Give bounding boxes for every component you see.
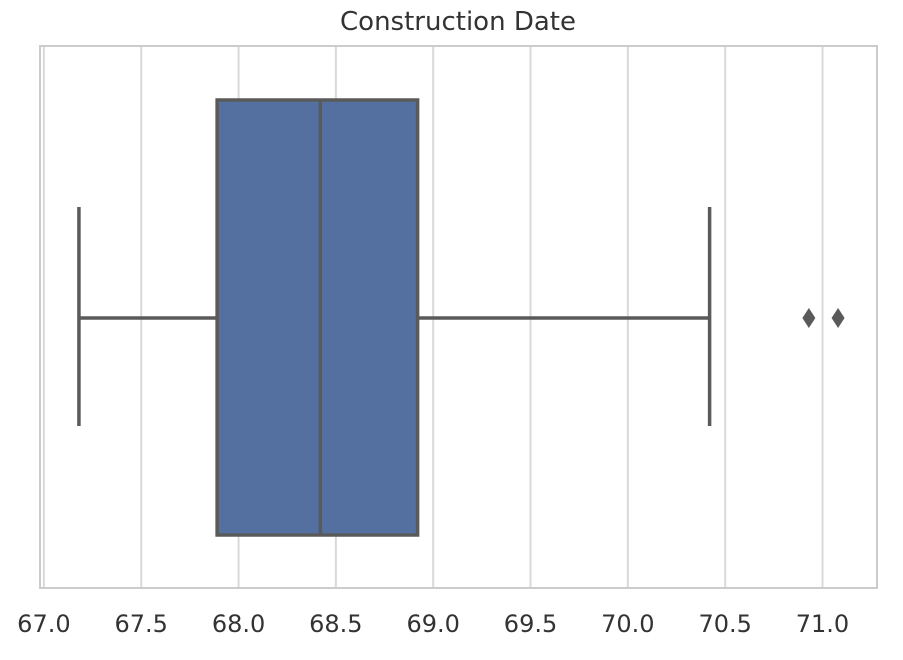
x-tick-label: 68.0 xyxy=(212,610,265,638)
x-tick-label: 68.5 xyxy=(309,610,362,638)
iqr-box xyxy=(215,98,420,537)
box-group xyxy=(77,98,845,537)
outlier-point xyxy=(831,308,845,328)
x-tick-label: 70.5 xyxy=(698,610,751,638)
x-tick-label: 67.5 xyxy=(114,610,167,638)
x-tick-label: 69.0 xyxy=(406,610,459,638)
x-tick-label: 71.0 xyxy=(796,610,849,638)
chart-title: Construction Date xyxy=(340,7,576,37)
outlier-point xyxy=(802,308,816,328)
x-tick-label: 69.5 xyxy=(504,610,557,638)
x-tick-label: 67.0 xyxy=(17,610,70,638)
plot-frame xyxy=(39,45,878,589)
x-axis-tick-labels: 67.0 67.5 68.0 68.5 69.0 69.5 70.0 70.5 71.0 xyxy=(17,610,849,638)
x-tick-label: 70.0 xyxy=(601,610,654,638)
